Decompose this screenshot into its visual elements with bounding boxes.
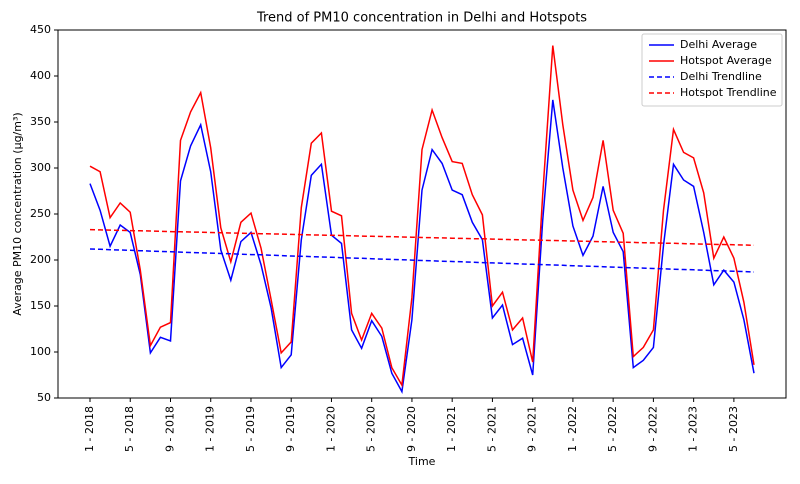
series-line bbox=[89, 99, 755, 394]
legend-label: Delhi Average bbox=[680, 38, 757, 51]
x-tick-label: 9 - 2022 bbox=[646, 406, 659, 452]
x-tick-label: 1 - 2022 bbox=[566, 406, 579, 452]
x-tick-label: 1 - 2020 bbox=[324, 406, 337, 452]
x-tick-label: 5 - 2018 bbox=[123, 406, 136, 452]
plot-frame bbox=[57, 29, 787, 399]
chart-title: Trend of PM10 concentration in Delhi and… bbox=[256, 11, 587, 26]
x-tick-label: 1 - 2021 bbox=[445, 406, 458, 452]
x-tick-label: 9 - 2021 bbox=[526, 406, 539, 452]
x-tick-label: 1 - 2019 bbox=[204, 406, 217, 452]
y-tick-label: 150 bbox=[30, 299, 51, 312]
x-tick-label: 9 - 2019 bbox=[284, 406, 297, 452]
x-tick-label: 1 - 2023 bbox=[687, 406, 700, 452]
x-tick-label: 9 - 2020 bbox=[405, 406, 418, 452]
x-tick-label: 5 - 2022 bbox=[606, 406, 619, 452]
legend-label: Hotspot Trendline bbox=[680, 86, 777, 99]
y-tick-label: 400 bbox=[30, 69, 51, 82]
x-tick-label: 5 - 2019 bbox=[244, 406, 257, 452]
series-line bbox=[89, 248, 755, 273]
y-tick-label: 50 bbox=[37, 391, 51, 404]
x-tick-label: 5 - 2021 bbox=[485, 406, 498, 452]
series-line bbox=[89, 228, 755, 247]
legend-label: Hotspot Average bbox=[680, 54, 772, 67]
y-tick-label: 250 bbox=[30, 207, 51, 220]
x-tick-label: 1 - 2018 bbox=[83, 406, 96, 452]
x-tick-label: 5 - 2023 bbox=[727, 406, 740, 452]
x-tick-label: 9 - 2018 bbox=[163, 406, 176, 452]
series-line bbox=[89, 45, 755, 388]
y-tick-label: 450 bbox=[30, 23, 51, 36]
legend-box bbox=[641, 33, 783, 107]
y-tick-label: 350 bbox=[30, 115, 51, 128]
x-axis-label: Time bbox=[408, 455, 436, 468]
legend-label: Delhi Trendline bbox=[680, 70, 762, 83]
y-tick-label: 300 bbox=[30, 161, 51, 174]
y-tick-label: 200 bbox=[30, 253, 51, 266]
x-tick-label: 5 - 2020 bbox=[365, 406, 378, 452]
y-axis-label: Average PM10 concentration (µg/m³) bbox=[11, 112, 24, 315]
y-tick-label: 100 bbox=[30, 345, 51, 358]
